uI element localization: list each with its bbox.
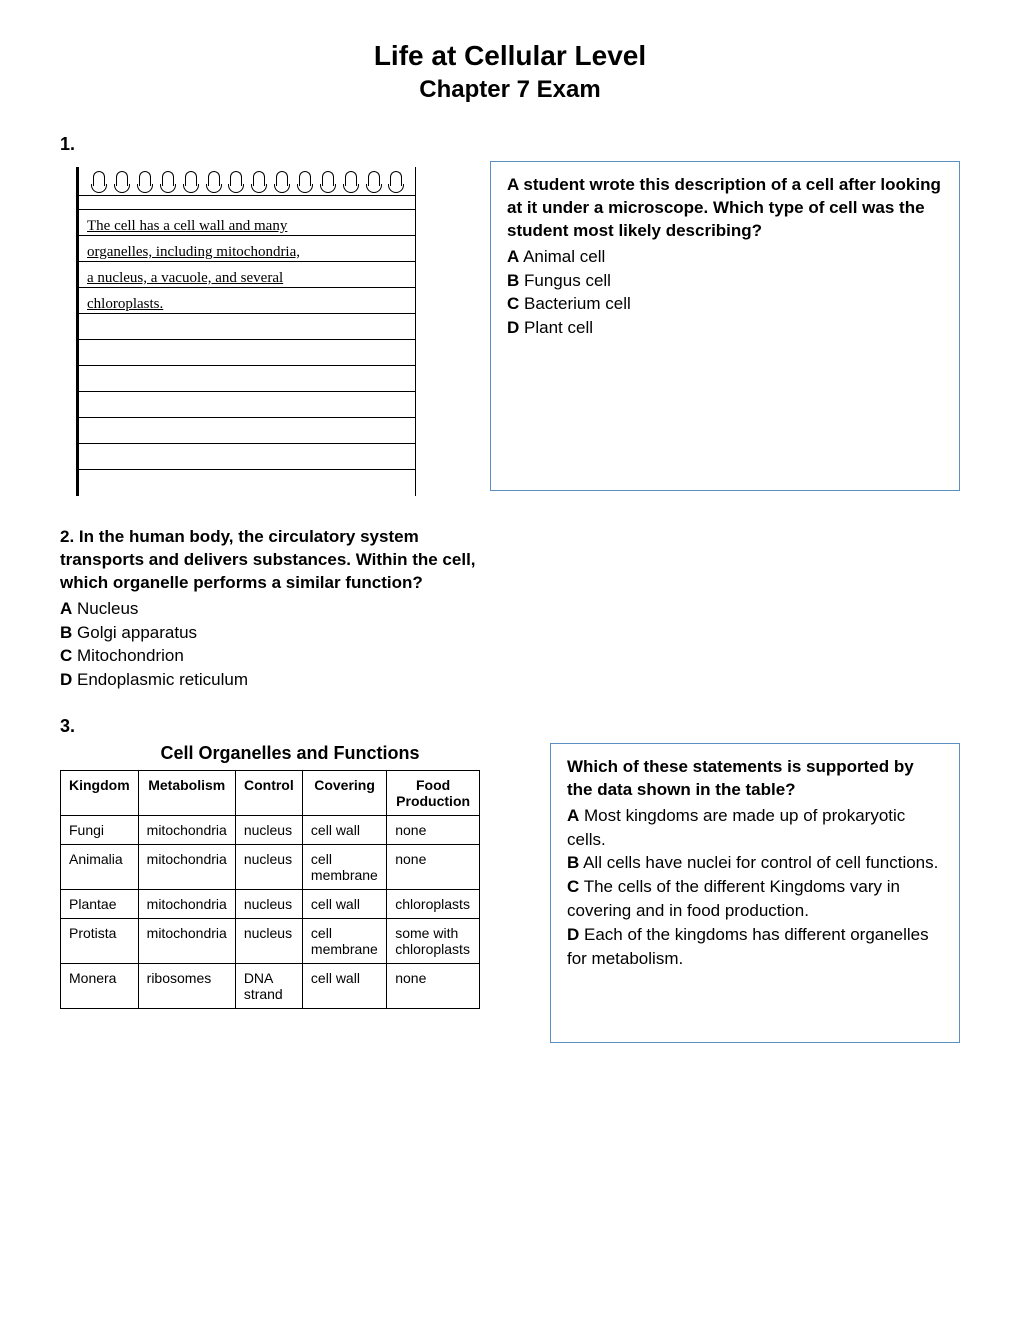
q1-right: A student wrote this description of a ce…	[490, 161, 960, 491]
noteline-empty	[79, 470, 415, 496]
notepad-rings	[79, 167, 415, 196]
table-cell: chloroplasts	[387, 890, 480, 919]
table-cell: Animalia	[61, 845, 139, 890]
page-title: Life at Cellular Level	[60, 40, 960, 72]
noteline-empty	[79, 366, 415, 392]
noteline-empty	[79, 392, 415, 418]
q3-right: Which of these statements is supported b…	[550, 743, 960, 1043]
q1-number: 1.	[60, 134, 960, 155]
table-cell: cell membrane	[302, 919, 386, 964]
table-cell: nucleus	[235, 816, 302, 845]
q1-choice-c[interactable]: C Bacterium cell	[507, 292, 943, 316]
table-cell: nucleus	[235, 919, 302, 964]
q1-question: A student wrote this description of a ce…	[507, 174, 943, 243]
table-cell: nucleus	[235, 890, 302, 919]
table-row: Animaliamitochondrianucleuscell membrane…	[61, 845, 480, 890]
noteline-1: The cell has a cell wall and many	[79, 210, 415, 236]
q3-question: Which of these statements is supported b…	[567, 756, 943, 802]
table-cell: some with chloroplasts	[387, 919, 480, 964]
table-cell: cell membrane	[302, 845, 386, 890]
table-row: Protistamitochondrianucleuscell membrane…	[61, 919, 480, 964]
q1-choices: A Animal cell B Fungus cell C Bacterium …	[507, 245, 943, 340]
th-kingdom: Kingdom	[61, 771, 139, 816]
table-cell: cell wall	[302, 816, 386, 845]
table-cell: cell wall	[302, 890, 386, 919]
q1-left: The cell has a cell wall and many organe…	[60, 161, 460, 496]
th-covering: Covering	[302, 771, 386, 816]
table-cell: mitochondria	[138, 816, 235, 845]
noteline-2: organelles, including mitochondria,	[79, 236, 415, 262]
table-row: Fungimitochondrianucleuscell wallnone	[61, 816, 480, 845]
th-food: Food Production	[387, 771, 480, 816]
noteline-blank	[79, 196, 415, 210]
table-row: Plantaemitochondrianucleuscell wallchlor…	[61, 890, 480, 919]
noteline-empty	[79, 314, 415, 340]
q3-number: 3.	[60, 716, 960, 737]
table-cell: mitochondria	[138, 890, 235, 919]
table-row: MoneraribosomesDNA strandcell wallnone	[61, 964, 480, 1009]
q3-table-title: Cell Organelles and Functions	[60, 743, 520, 764]
q3-choice-a[interactable]: A Most kingdoms are made up of prokaryot…	[567, 804, 943, 852]
q2-choice-a[interactable]: A Nucleus	[60, 597, 480, 621]
noteline-empty	[79, 444, 415, 470]
table-cell: DNA strand	[235, 964, 302, 1009]
q2-choice-c[interactable]: C Mitochondrion	[60, 644, 480, 668]
table-cell: none	[387, 816, 480, 845]
table-cell: cell wall	[302, 964, 386, 1009]
q3-row: Cell Organelles and Functions Kingdom Me…	[60, 743, 960, 1043]
table-cell: none	[387, 964, 480, 1009]
table-cell: mitochondria	[138, 919, 235, 964]
noteline-3: a nucleus, a vacuole, and several	[79, 262, 415, 288]
q2-number: 2.	[60, 527, 74, 546]
q2-block: 2. In the human body, the circulatory sy…	[60, 526, 480, 692]
q2-choices: A Nucleus B Golgi apparatus C Mitochondr…	[60, 597, 480, 692]
q1-row: The cell has a cell wall and many organe…	[60, 161, 960, 496]
table-cell: Monera	[61, 964, 139, 1009]
organelles-table: Kingdom Metabolism Control Covering Food…	[60, 770, 480, 1009]
q1-choice-b[interactable]: B Fungus cell	[507, 269, 943, 293]
q3-left: Cell Organelles and Functions Kingdom Me…	[60, 743, 520, 1009]
header: Life at Cellular Level Chapter 7 Exam	[60, 40, 960, 104]
table-cell: Fungi	[61, 816, 139, 845]
th-metabolism: Metabolism	[138, 771, 235, 816]
table-cell: nucleus	[235, 845, 302, 890]
noteline-4: chloroplasts.	[79, 288, 415, 314]
noteline-empty	[79, 418, 415, 444]
q3-choices: A Most kingdoms are made up of prokaryot…	[567, 804, 943, 971]
table-cell: Plantae	[61, 890, 139, 919]
q1-choice-d[interactable]: D Plant cell	[507, 316, 943, 340]
q2-stem: In the human body, the circulatory syste…	[60, 527, 476, 592]
q1-choice-a[interactable]: A Animal cell	[507, 245, 943, 269]
noteline-empty	[79, 340, 415, 366]
q3-box: Which of these statements is supported b…	[550, 743, 960, 1043]
table-cell: none	[387, 845, 480, 890]
q3-choice-b[interactable]: B All cells have nuclei for control of c…	[567, 851, 943, 875]
q3-choice-c[interactable]: C The cells of the different Kingdoms va…	[567, 875, 943, 923]
notepad: The cell has a cell wall and many organe…	[76, 167, 416, 496]
table-cell: Protista	[61, 919, 139, 964]
q2-choice-b[interactable]: B Golgi apparatus	[60, 621, 480, 645]
th-control: Control	[235, 771, 302, 816]
table-header-row: Kingdom Metabolism Control Covering Food…	[61, 771, 480, 816]
page-subtitle: Chapter 7 Exam	[60, 76, 960, 104]
q1-box: A student wrote this description of a ce…	[490, 161, 960, 491]
q3-choice-d[interactable]: D Each of the kingdoms has different org…	[567, 923, 943, 971]
table-cell: mitochondria	[138, 845, 235, 890]
table-cell: ribosomes	[138, 964, 235, 1009]
q2-choice-d[interactable]: D Endoplasmic reticulum	[60, 668, 480, 692]
